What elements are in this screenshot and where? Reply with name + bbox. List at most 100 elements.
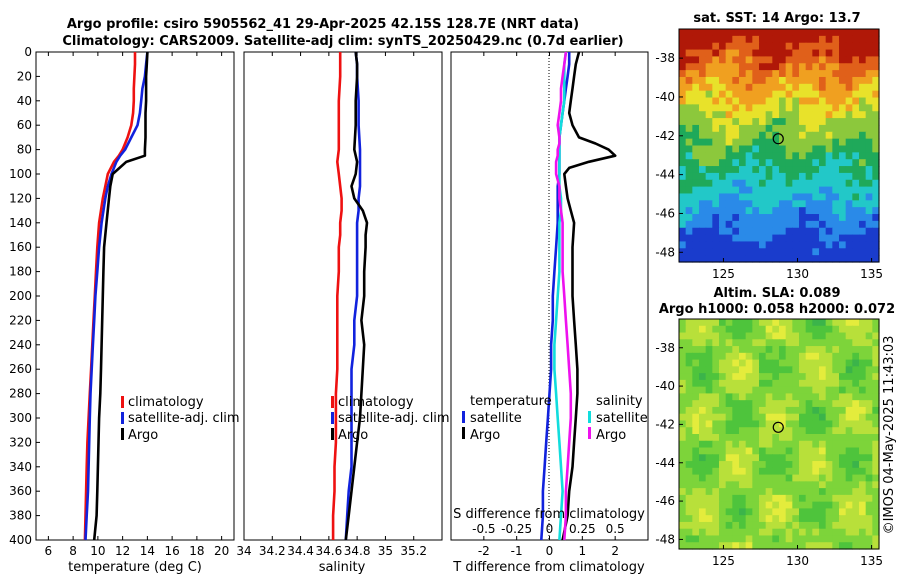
y-tick-label: 100 — [9, 167, 32, 181]
heatmap-cell — [799, 528, 807, 537]
y-tick-label: 360 — [9, 484, 32, 498]
heatmap-cell — [705, 461, 713, 469]
heatmap-cell — [705, 124, 713, 133]
latitude-tick-label: -38 — [655, 51, 675, 65]
heatmap-cell — [719, 359, 727, 367]
heatmap-cell — [799, 427, 807, 435]
heatmap-cell — [725, 352, 733, 361]
heatmap-cell — [732, 159, 740, 167]
heatmap-cell — [785, 515, 793, 523]
heatmap-cell — [832, 124, 840, 133]
x-tick-label: 34 — [236, 544, 251, 558]
heatmap-cell — [845, 420, 853, 428]
heatmap-cell — [692, 111, 700, 119]
heatmap-cell — [865, 214, 873, 222]
heatmap-cell — [859, 179, 867, 188]
heatmap-cell — [772, 220, 780, 229]
heatmap-cell — [845, 339, 853, 347]
heatmap-cell — [819, 521, 827, 530]
heatmap-cell — [852, 159, 860, 167]
heatmap-cell — [859, 214, 867, 222]
heatmap-cell — [852, 494, 860, 503]
heatmap-cell — [785, 373, 793, 381]
heatmap-cell — [859, 207, 867, 215]
heatmap-cell — [685, 420, 693, 428]
heatmap-cell — [825, 521, 833, 530]
heatmap-cell — [739, 152, 747, 160]
heatmap-cell — [785, 200, 793, 208]
heatmap-cell — [872, 447, 880, 455]
heatmap-cell — [792, 346, 800, 354]
heatmap-cell — [705, 83, 713, 92]
heatmap-cell — [739, 35, 747, 44]
heatmap-cell — [765, 179, 773, 188]
heatmap-cell — [785, 325, 793, 334]
heatmap-cell — [792, 535, 800, 543]
heatmap-cell — [732, 179, 740, 188]
heatmap-cell — [799, 42, 807, 51]
heatmap-cell — [839, 352, 847, 361]
heatmap-cell — [859, 152, 867, 160]
heatmap-cell — [725, 420, 733, 428]
heatmap-cell — [739, 366, 747, 374]
heatmap-cell — [785, 339, 793, 347]
heatmap-cell — [699, 542, 707, 550]
heatmap-cell — [712, 145, 720, 153]
heatmap-cell — [752, 528, 760, 537]
heatmap-cell — [812, 427, 820, 435]
heatmap-cell — [792, 159, 800, 167]
heatmap-cell — [805, 434, 813, 442]
heatmap-cell — [865, 508, 873, 516]
heatmap-cell — [759, 124, 767, 133]
heatmap-cell — [712, 427, 720, 435]
heatmap-cell — [692, 152, 700, 160]
heatmap-cell — [792, 186, 800, 195]
heatmap-cell — [712, 393, 720, 401]
heatmap-cell — [732, 104, 740, 112]
heatmap-cell — [852, 104, 860, 112]
heatmap-cell — [872, 488, 880, 496]
heatmap-cell — [712, 488, 720, 496]
heatmap-cell — [739, 508, 747, 516]
heatmap-cell — [799, 393, 807, 401]
temperature-x-axis: 6 8 10 12 14 16 18 20 — [45, 52, 229, 558]
heatmap-cell — [812, 413, 820, 422]
heatmap-cell — [785, 111, 793, 119]
y-tick-label: 320 — [9, 435, 32, 449]
heatmap-cell — [785, 70, 793, 78]
heatmap-cell — [759, 42, 767, 51]
heatmap-cell — [685, 131, 693, 140]
series-line-argo — [92, 51, 149, 541]
heatmap-cell — [732, 467, 740, 476]
heatmap-cell — [685, 124, 693, 133]
sla-map-axes: 125 130 135-38-40-42-44-46-48 — [655, 341, 883, 568]
heatmap-cell — [699, 427, 707, 435]
heatmap-cell — [772, 131, 780, 140]
heatmap-cell — [705, 214, 713, 222]
heatmap-cell — [859, 332, 867, 340]
heatmap-cell — [765, 138, 773, 147]
heatmap-cell — [712, 131, 720, 140]
heatmap-cell — [872, 118, 880, 126]
heatmap-cell — [792, 172, 800, 181]
heatmap-cell — [852, 49, 860, 58]
heatmap-cell — [699, 393, 707, 401]
salinity-x-label: salinity — [319, 560, 366, 575]
heatmap-cell — [792, 214, 800, 222]
sla-map-frame — [678, 318, 880, 550]
heatmap-cell — [819, 241, 827, 249]
heatmap-cell — [699, 104, 707, 112]
heatmap-cell — [859, 97, 867, 105]
heatmap-cell — [872, 467, 880, 476]
heatmap-cell — [712, 352, 720, 361]
heatmap-cell — [692, 172, 700, 181]
heatmap-cell — [819, 366, 827, 374]
heatmap-cell — [825, 319, 833, 327]
heatmap-cell — [825, 166, 833, 174]
heatmap-cell — [712, 542, 720, 550]
heatmap-cell — [819, 339, 827, 347]
heatmap-cell — [679, 440, 687, 449]
x-tick-label: 16 — [164, 544, 179, 558]
heatmap-cell — [792, 145, 800, 153]
